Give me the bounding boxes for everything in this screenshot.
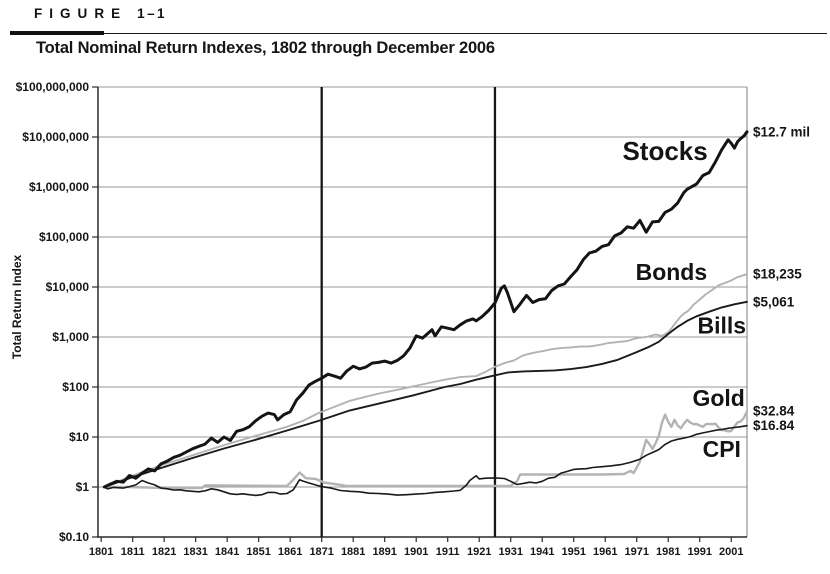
- end-value-label-cpi: $16.84: [753, 418, 795, 433]
- y-tick-label: $10: [69, 430, 89, 444]
- y-tick-label: $100,000: [39, 230, 89, 244]
- figure-label: FIGURE 1–1: [34, 6, 167, 21]
- series-label-bonds: Bonds: [636, 259, 708, 285]
- x-tick-label: 1821: [152, 546, 176, 558]
- x-tick-label: 1831: [183, 546, 207, 558]
- series-line-bonds: [103, 273, 748, 488]
- series-label-stocks: Stocks: [622, 136, 707, 166]
- series-line-cpi: [103, 424, 748, 497]
- x-tick-label: 1951: [561, 546, 585, 558]
- end-value-label-bonds: $18,235: [753, 266, 802, 281]
- series-line-bills: [103, 300, 748, 488]
- x-tick-label: 1871: [309, 546, 333, 558]
- x-tick-label: 1851: [246, 546, 270, 558]
- y-tick-label: $1,000,000: [29, 180, 89, 194]
- y-tick-label: $100,000,000: [16, 80, 90, 94]
- series-label-bills: Bills: [698, 312, 747, 338]
- y-axis-title: Total Return Index: [10, 254, 24, 359]
- axes: $100,000,000 $10,000,000 $1,000,000 $100,00…: [10, 80, 743, 558]
- y-tick-label: $1: [76, 480, 90, 494]
- header-rule-accent: [10, 31, 104, 35]
- x-tick-label: 1901: [404, 546, 428, 558]
- x-tick-label: 1861: [278, 546, 302, 558]
- y-tick-label: $0.10: [59, 530, 89, 544]
- end-value-label-stocks: $12.7 mil: [753, 124, 810, 139]
- series-line-stocks: [102, 130, 749, 489]
- x-tick-label: 1961: [593, 546, 617, 558]
- series-label-cpi: CPI: [703, 436, 741, 462]
- end-value-label-bills: $5,061: [753, 294, 795, 309]
- figure-number: 1–1: [137, 6, 167, 21]
- header-rule: [10, 32, 827, 34]
- x-tick-label: 1841: [215, 546, 239, 558]
- y-tick-label: $1,000: [52, 330, 89, 344]
- y-tick-label: $100: [62, 380, 89, 394]
- x-tick-label: 1881: [341, 546, 365, 558]
- x-tick-label: 1941: [530, 546, 554, 558]
- x-tick-label: 1931: [498, 546, 522, 558]
- x-tick-label: 1891: [372, 546, 396, 558]
- x-tick-label: 1981: [656, 546, 680, 558]
- x-tick-label: 1811: [121, 546, 145, 558]
- series-label-gold: Gold: [692, 385, 744, 411]
- x-tick-label: 2001: [719, 546, 743, 558]
- y-tick-label: $10,000,000: [22, 130, 89, 144]
- y-tick-label: $10,000: [46, 280, 90, 294]
- end-value-label-gold: $32.84: [753, 404, 795, 419]
- series-line-gold: [103, 410, 749, 490]
- x-tick-label: 1971: [624, 546, 648, 558]
- figure-title: Total Nominal Return Indexes, 1802 throu…: [36, 39, 495, 57]
- x-tick-label: 1991: [688, 546, 712, 558]
- figure-word: FIGURE: [34, 6, 128, 21]
- x-tick-label: 1911: [436, 546, 460, 558]
- x-tick-label: 1921: [467, 546, 491, 558]
- x-tick-label: 1801: [89, 546, 113, 558]
